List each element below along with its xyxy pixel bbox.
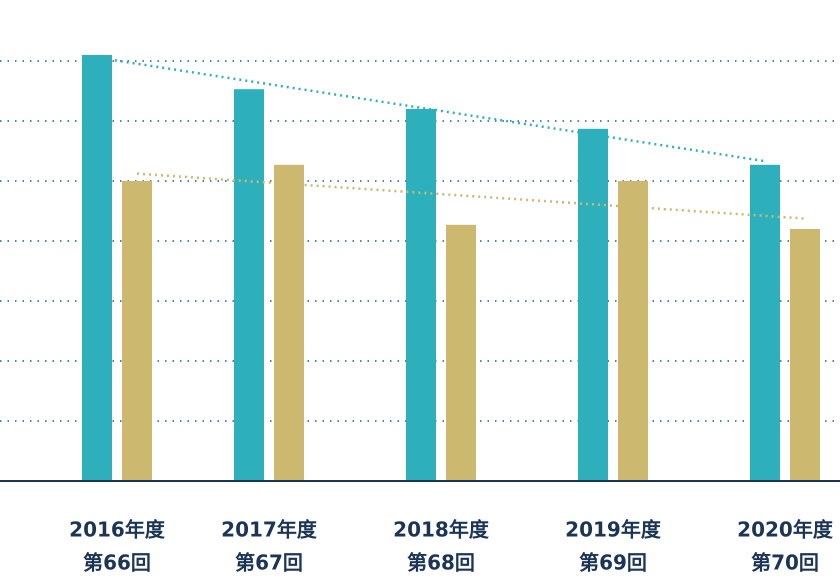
bar [446,224,476,482]
x-tick-label: 第69回 [579,551,647,575]
bar [122,181,152,481]
trend-line [96,56,766,163]
x-tick-label: 第67回 [235,551,303,575]
bar [82,55,112,481]
x-tick-label: 2019年度 [565,518,662,542]
x-tick-label: 2020年度 [737,518,834,542]
bar [578,128,608,482]
x-tick-label: 第66回 [83,551,151,575]
bar [274,164,304,482]
x-tick-label: 2018年度 [393,518,490,542]
bar [406,109,436,481]
bar [750,164,780,482]
x-tick-label: 2017年度 [221,518,318,542]
x-tick-label: 第70回 [751,551,819,575]
bar [618,181,648,481]
x-tick-label: 第68回 [407,551,475,575]
bar [790,229,820,481]
x-tick-label: 2016年度 [69,518,166,542]
bar [234,89,264,481]
